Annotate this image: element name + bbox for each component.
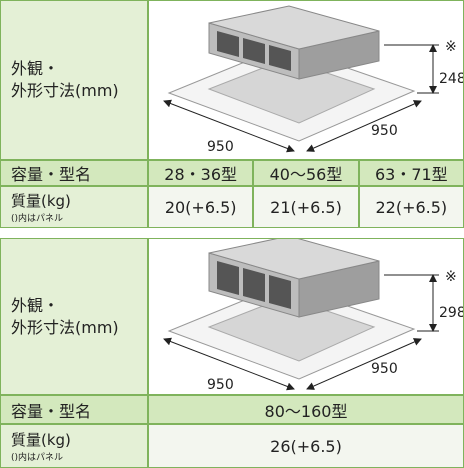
label-line: 外観・: [11, 295, 60, 315]
dim-depth-label: 950: [371, 361, 398, 377]
dim-width: [163, 337, 295, 391]
model-label-text: 容量・型名: [11, 165, 92, 184]
mass-note: ()内はパネル: [11, 214, 64, 224]
mass-value: 22(+6.5): [375, 197, 448, 217]
mass-value: 20(+6.5): [164, 197, 237, 217]
mass-note: ()内はパネル: [11, 453, 64, 463]
model-name: 63・71型: [374, 165, 448, 184]
model-label: 容量・型名: [0, 395, 148, 424]
label-line: 外形寸法(mm): [11, 81, 119, 100]
window: [243, 38, 265, 64]
mass-label-lines: 質量(kg) ()内はパネル: [11, 429, 71, 463]
mass-value: 21(+6.5): [270, 197, 342, 217]
label-line: 外観・: [11, 59, 60, 78]
window: [217, 31, 239, 57]
dim-width: [163, 99, 295, 153]
unit-diagram: 950 950 248 ※: [163, 5, 463, 155]
mass-cell: 21(+6.5): [253, 186, 359, 228]
mass-value: 26(+6.5): [270, 436, 342, 456]
mass-label-text: 質量(kg): [11, 431, 71, 449]
unit-diagram: 950 950 298 ※: [163, 239, 463, 393]
window: [243, 268, 265, 302]
mass-cell: 20(+6.5): [148, 186, 254, 228]
dim-width-label: 950: [207, 377, 234, 393]
model-cell: 40〜56型: [253, 160, 359, 186]
diagram-cell: 950 950 248 ※: [148, 0, 464, 160]
mass-label: 質量(kg) ()内はパネル: [0, 186, 148, 228]
dim-depth-label: 950: [371, 123, 398, 139]
appearance-label: 外観・外形寸法(mm): [0, 0, 148, 160]
dim-height-label: 248: [439, 71, 463, 87]
model-label: 容量・型名: [0, 160, 148, 186]
model-cell: 28・36型: [148, 160, 254, 186]
diagram-cell: 950 950 298 ※: [148, 238, 464, 395]
model-name: 80〜160型: [264, 401, 348, 421]
box-top: [208, 239, 380, 280]
note-mark: ※: [445, 39, 457, 55]
window: [217, 261, 239, 295]
window: [269, 45, 291, 71]
note-mark: ※: [445, 269, 457, 285]
label-lines: 外観・外形寸法(mm): [11, 58, 119, 102]
model-cell: 63・71型: [358, 160, 464, 186]
window: [269, 275, 291, 309]
mass-label-text: 質量(kg): [11, 192, 71, 210]
dim-depth: [306, 100, 422, 152]
mass-cell: 26(+6.5): [148, 424, 464, 468]
model-cell: 80〜160型: [148, 395, 464, 424]
dim-depth: [306, 338, 422, 390]
box-top: [208, 5, 380, 50]
appearance-label: 外観・ 外形寸法(mm): [0, 238, 148, 395]
dim-height-label: 298: [439, 305, 463, 321]
label-lines: 外観・ 外形寸法(mm): [11, 295, 119, 339]
model-name: 40〜56型: [269, 165, 343, 184]
model-name: 28・36型: [164, 165, 238, 184]
dim-width-label: 950: [207, 139, 234, 155]
mass-label: 質量(kg) ()内はパネル: [0, 424, 148, 468]
mass-cell: 22(+6.5): [358, 186, 464, 228]
mass-label-lines: 質量(kg) ()内はパネル: [11, 190, 71, 224]
model-label-text: 容量・型名: [11, 401, 92, 421]
label-line: 外形寸法(mm): [11, 317, 119, 337]
